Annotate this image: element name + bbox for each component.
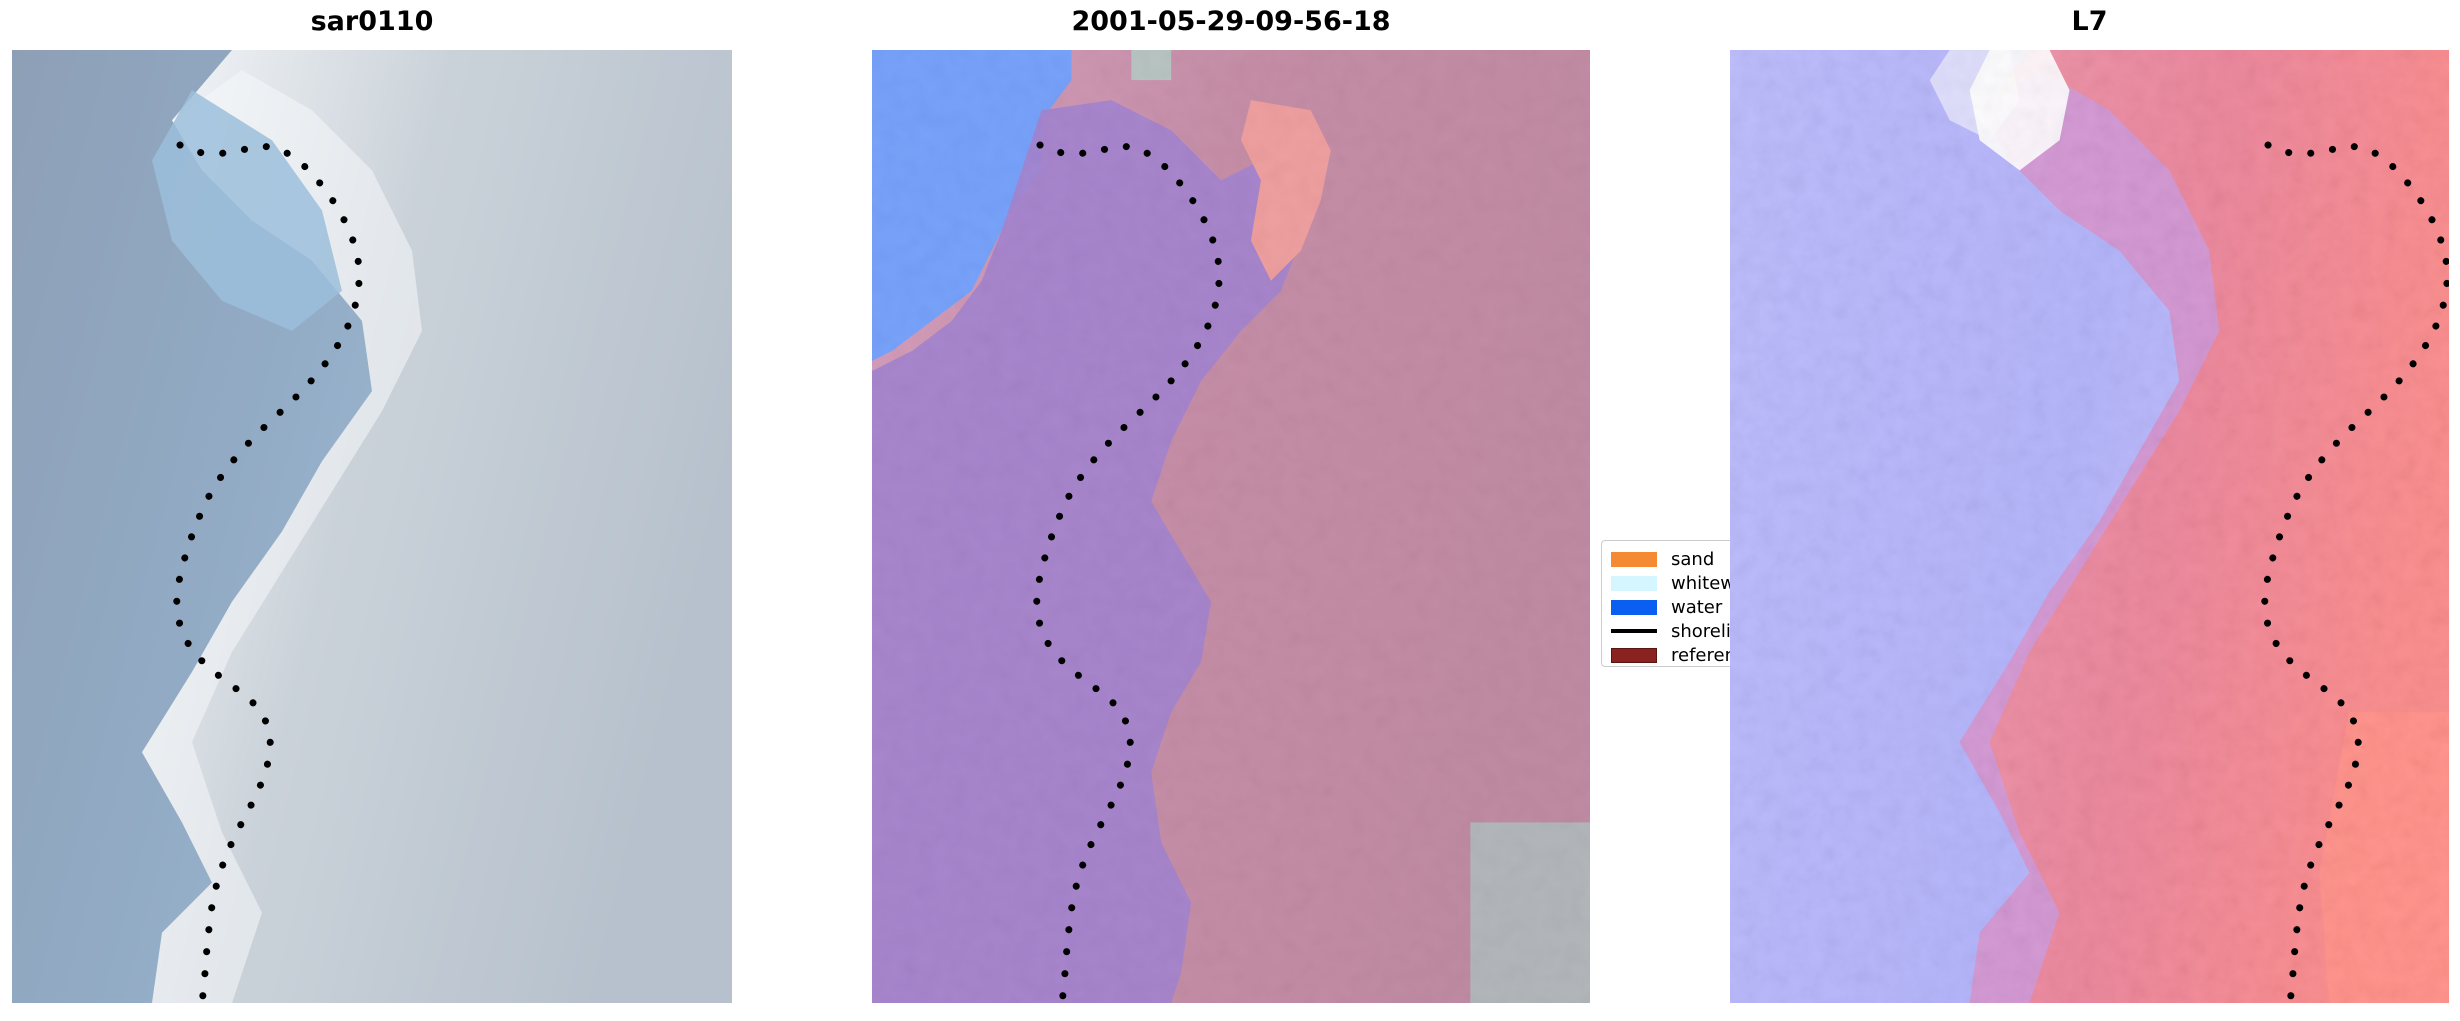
legend-item-sand: sand xyxy=(1611,548,1796,570)
legend-swatch-reference-shoreline xyxy=(1611,647,1657,663)
legend-swatch-water xyxy=(1611,599,1657,615)
panel-title-sar: sar0110 xyxy=(310,6,434,37)
classified-image xyxy=(872,50,1590,1003)
legend-label-water: water xyxy=(1671,596,1723,618)
panel-sar xyxy=(12,50,732,1003)
panel-classified xyxy=(872,50,1590,1003)
legend-swatch-whitewater xyxy=(1611,575,1657,591)
legend-swatch-shoreline xyxy=(1611,629,1657,633)
panel-l7 xyxy=(1730,50,2449,1003)
panel-title-classified: 2001-05-29-09-56-18 xyxy=(1071,6,1391,37)
legend-label-sand: sand xyxy=(1671,548,1715,570)
panel-title-l7: L7 xyxy=(2071,6,2108,37)
l7-image xyxy=(1730,50,2449,1003)
legend-item-water: water xyxy=(1611,596,1796,618)
sar-image xyxy=(12,50,732,1003)
legend-swatch-sand xyxy=(1611,551,1657,567)
